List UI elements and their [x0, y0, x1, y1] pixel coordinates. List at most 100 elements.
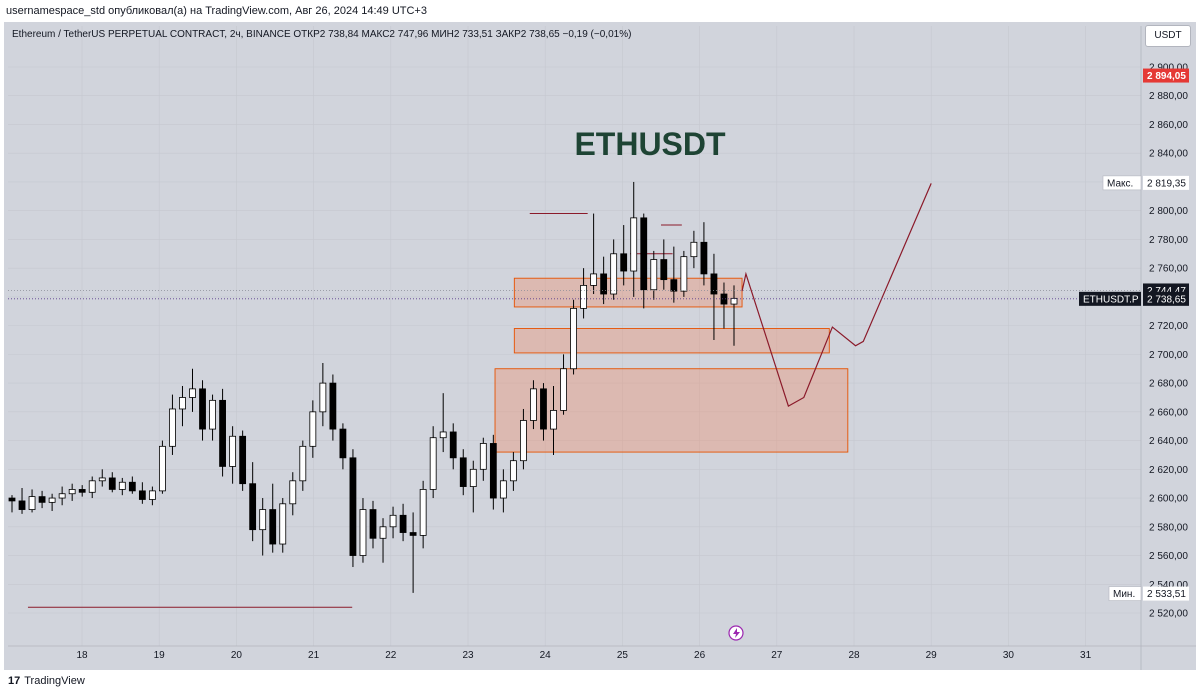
price-zone — [513, 328, 830, 354]
tradingview-logo[interactable]: 17 TradingView — [8, 675, 85, 687]
candle-body — [349, 457, 357, 556]
candle-body — [199, 388, 206, 430]
candle-body — [359, 509, 367, 556]
candle-body — [239, 435, 247, 485]
price-label: 2 819,35 — [1147, 178, 1186, 189]
y-tick-label: 2 900,00 — [1149, 63, 1188, 74]
price-tag-bg — [1108, 586, 1142, 601]
candle-body — [710, 273, 718, 295]
x-tick-label: 26 — [694, 650, 706, 661]
candle-body — [680, 256, 688, 292]
price-zones — [494, 277, 849, 453]
chart-title: ETHUSDT — [574, 126, 726, 162]
price-label-bg — [1143, 68, 1189, 83]
footer: 17 TradingView — [0, 670, 1200, 694]
price-zone — [513, 277, 743, 308]
projection-line — [741, 183, 932, 407]
y-tick-label: 2 860,00 — [1149, 120, 1188, 131]
price-labels: 2 894,05 2 819,35 Макс. 2 744,472 738,65 ETH… — [1079, 68, 1189, 601]
candle-body — [58, 493, 66, 499]
x-tick-label: 25 — [617, 650, 629, 661]
x-tick-label: 28 — [848, 650, 860, 661]
y-tick-label: 2 580,00 — [1149, 522, 1188, 533]
candle-body — [429, 437, 437, 490]
publisher-bar: usernamespace_std опубликовал(а) на Trad… — [0, 0, 1200, 22]
y-tick-label: 2 800,00 — [1149, 206, 1188, 217]
candle-body — [138, 490, 146, 500]
y-tick-label: 2 840,00 — [1149, 149, 1188, 160]
y-tick-label: 2 660,00 — [1149, 407, 1188, 418]
price-label: 2 894,05 — [1147, 71, 1186, 82]
candle-body — [670, 279, 678, 292]
candle-body — [449, 431, 457, 459]
candle-body — [68, 489, 76, 495]
candle-body — [459, 457, 467, 487]
candle-body — [530, 388, 537, 421]
candle-body — [209, 399, 216, 430]
x-tick-label: 22 — [385, 650, 397, 661]
price-tag-bg — [1102, 175, 1142, 191]
price-label: 2 744,47 — [1147, 286, 1186, 297]
x-tick-label: 18 — [76, 650, 88, 661]
symbol-legend: Ethereum / TetherUS PERPETUAL CONTRACT, … — [12, 29, 632, 40]
y-tick-label: 2 780,00 — [1149, 235, 1188, 246]
candle-body — [319, 382, 327, 413]
candle-body — [540, 388, 547, 430]
price-label-bg — [1143, 586, 1189, 601]
candle-body — [720, 293, 728, 305]
candle-body — [650, 259, 658, 291]
candle-body — [439, 431, 447, 439]
price-label-bg — [1143, 291, 1189, 306]
x-tick-label: 24 — [540, 650, 552, 661]
candle-body — [189, 388, 196, 398]
candle-body — [269, 509, 277, 545]
candle-body — [700, 241, 708, 275]
candle-body — [600, 273, 608, 295]
y-tick-label: 2 880,00 — [1149, 91, 1188, 102]
tradingview-brand: TradingView — [24, 675, 85, 687]
candle-body — [570, 307, 577, 370]
x-tick-label: 19 — [154, 650, 166, 661]
x-tick-label: 20 — [231, 650, 243, 661]
candle-body — [620, 253, 628, 272]
level-lines — [27, 213, 682, 608]
candle-body — [339, 428, 347, 459]
x-tick-label: 27 — [771, 650, 783, 661]
bolt-icon[interactable] — [728, 625, 744, 641]
candle-body — [148, 490, 156, 500]
y-tick-label: 2 680,00 — [1149, 379, 1188, 390]
price-tag: ETHUSDT.P — [1083, 294, 1139, 305]
y-tick-label: 2 600,00 — [1149, 494, 1188, 505]
currency-button[interactable]: USDT — [1145, 25, 1191, 47]
candle-body — [379, 526, 387, 539]
candle-body — [499, 480, 507, 499]
candle-body — [630, 217, 638, 272]
candle-body — [520, 420, 527, 462]
candle-body — [98, 477, 106, 482]
price-tag: Мин. — [1113, 589, 1135, 600]
price-label: 2 533,51 — [1147, 589, 1186, 600]
candle-body — [509, 460, 517, 482]
projection-path — [741, 183, 932, 407]
y-tick-label: 2 520,00 — [1149, 609, 1188, 620]
price-axis-bg — [1141, 26, 1196, 646]
y-tick-label: 2 540,00 — [1149, 580, 1188, 591]
candle-body — [229, 435, 237, 467]
candle-body — [88, 480, 96, 493]
candle-body — [179, 397, 186, 410]
price-axis: 2 520,00 2 540,00 2 560,00 2 580,00 2 600,00… — [1140, 26, 1196, 670]
candle-body — [169, 408, 176, 447]
price-zone — [494, 368, 849, 453]
price-label: 2 738,65 — [1147, 294, 1186, 305]
candle-body — [309, 411, 317, 447]
candle-body — [419, 489, 427, 536]
candle-body — [299, 445, 307, 482]
candle-body — [560, 368, 567, 411]
candle-body — [8, 497, 16, 502]
x-tick-label: 29 — [926, 650, 938, 661]
candle-body — [690, 241, 698, 258]
candle-body — [469, 468, 477, 487]
candle-body — [108, 477, 116, 490]
price-tag-bg — [1079, 291, 1141, 306]
